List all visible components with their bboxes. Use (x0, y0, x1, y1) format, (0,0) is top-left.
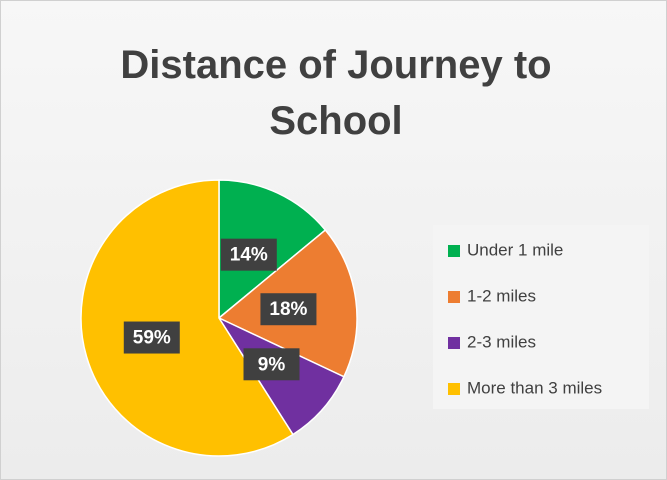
legend-swatch (448, 383, 460, 395)
legend-label: 1-2 miles (467, 286, 536, 305)
legend-box (433, 225, 649, 409)
legend-label: More than 3 miles (467, 378, 602, 397)
data-label-box (260, 293, 317, 326)
legend-label: Under 1 mile (467, 240, 563, 259)
data-label: 18% (269, 299, 307, 320)
legend-swatch (448, 337, 460, 349)
legend-swatch (448, 245, 460, 257)
data-label: 14% (230, 245, 268, 266)
legend-label: 2-3 miles (467, 332, 536, 351)
pie-slice (80, 179, 294, 457)
data-label: 59% (133, 328, 171, 349)
data-label: 9% (258, 354, 286, 375)
chart-title: Distance of Journey to School (120, 43, 552, 143)
data-label-box (123, 321, 180, 354)
legend-swatch (448, 291, 460, 303)
data-label-box (243, 348, 300, 381)
data-label-box (220, 238, 277, 271)
